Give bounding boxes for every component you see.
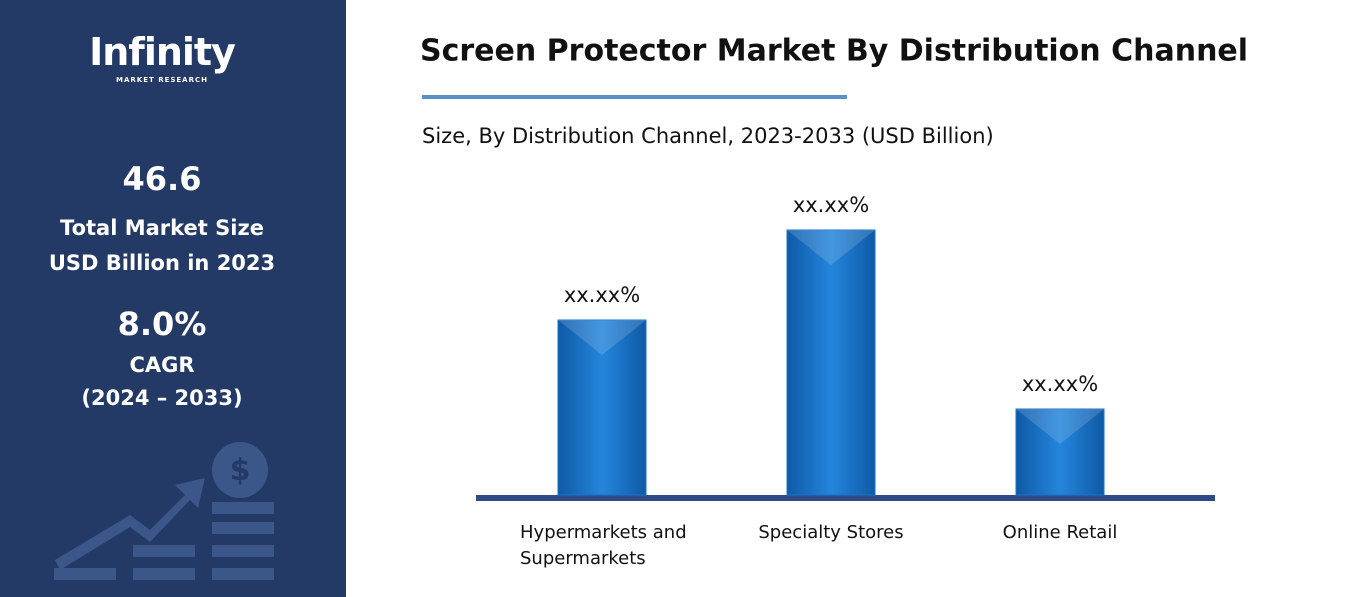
market-size-unit: USD Billion in 2023	[48, 251, 276, 275]
sidebar-icon: $	[54, 442, 274, 580]
x-tick-label: Online Retail	[1002, 522, 1118, 543]
cagr-period: (2024 – 2033)	[81, 386, 243, 410]
bar	[1015, 408, 1105, 496]
cagr-label: CAGR	[129, 353, 195, 377]
cagr: 8.0%	[117, 305, 207, 343]
bar-bevel	[1016, 409, 1104, 444]
bar-bevel	[558, 320, 646, 355]
chart-title: Screen Protector Market By Distribution …	[420, 34, 1248, 69]
x-tick-label: Specialty Stores	[758, 522, 904, 543]
value-label: xx.xx%	[564, 283, 640, 307]
logo-sub: MARKET RESEARCH	[116, 76, 208, 84]
market-size: 46.6	[122, 160, 202, 198]
sidebar: $ Infinity MARKET RESEARCH 46.6 Total Ma…	[0, 0, 346, 597]
market-size-label: Total Market Size	[60, 216, 264, 240]
logo: Infinity	[89, 30, 236, 74]
bar	[786, 229, 876, 496]
svg-text:$: $	[230, 453, 251, 488]
value-label: xx.xx%	[793, 193, 869, 217]
bar-bevel	[787, 230, 875, 265]
chart-subtitle: Size, By Distribution Channel, 2023-2033…	[422, 124, 994, 148]
x-tick-label: Hypermarkets and Supermarkets	[520, 522, 687, 569]
bar	[557, 319, 647, 496]
value-label: xx.xx%	[1022, 372, 1098, 396]
